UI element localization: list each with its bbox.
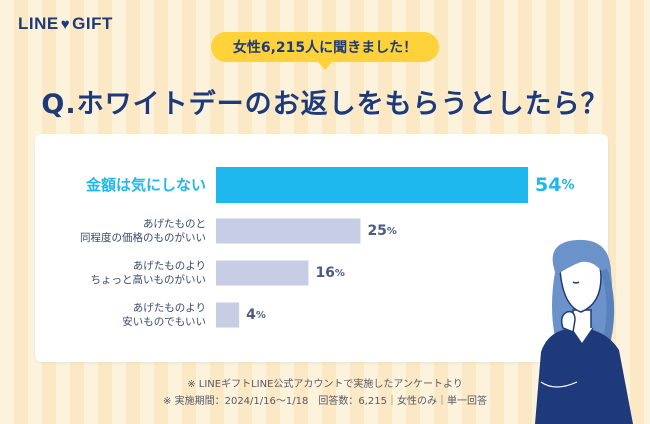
value-label: 4% — [246, 307, 266, 323]
category-label: あげたものより — [133, 260, 206, 272]
footnote-survey-details: ※ 実施期間：2024/1/16～1/18 回答数：6,215｜女性のみ｜単一回… — [163, 396, 487, 407]
bar — [216, 218, 361, 244]
category-label: 同程度の価格のものがいい — [80, 231, 206, 244]
category-label: あげたものより — [133, 302, 206, 314]
footnote-source: ※ LINEギフトLINE公式アカウントで実施したアンケートより — [187, 379, 463, 390]
category-label: ちょっと高いものがいい — [91, 273, 207, 286]
category-label: あげたものと — [143, 218, 206, 230]
bar — [216, 260, 309, 286]
survey-badge-tail — [317, 61, 333, 70]
survey-badge-text: 女性6,215人に聞きました！ — [232, 40, 418, 56]
bar — [216, 302, 240, 328]
page-title: Q.ホワイトデーのお返しをもらうとしたら？ — [41, 89, 609, 120]
line-gift-logo: LINE ♥ GIFT — [18, 14, 113, 34]
category-label: 金額は気にしない — [85, 176, 206, 194]
heart-icon: ♥ — [60, 15, 71, 33]
value-label: 54% — [535, 174, 574, 196]
value-label: 16% — [315, 265, 345, 281]
logo-line-text: LINE — [18, 14, 59, 33]
category-label: 安いものでもいい — [122, 315, 206, 328]
bar — [216, 167, 528, 203]
value-label: 25% — [367, 223, 397, 239]
thinking-woman-illustration — [535, 239, 633, 424]
logo-gift-text: GIFT — [72, 14, 113, 33]
survey-badge: 女性6,215人に聞きました！ — [211, 32, 439, 62]
